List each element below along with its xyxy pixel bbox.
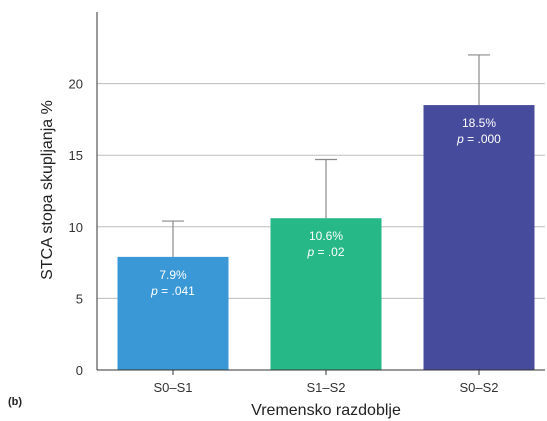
bar	[423, 105, 535, 370]
bars	[117, 105, 535, 370]
bar-p-value-label: p = .041	[150, 284, 195, 298]
x-tick-label: S0–S2	[459, 380, 498, 395]
y-axis-title: STCA stopa skupljanja %	[39, 100, 56, 280]
error-bars	[162, 54, 490, 257]
y-tick-label: 0	[76, 363, 83, 378]
bar-value-label: 7.9%	[159, 268, 187, 282]
y-tick-label: 10	[69, 220, 83, 235]
bar-value-label: 18.5%	[462, 116, 496, 130]
bar-p-value-label: p = .000	[456, 132, 501, 146]
panel-label: (b)	[8, 396, 22, 408]
x-tick-label: S0–S1	[153, 380, 192, 395]
bar	[117, 256, 229, 370]
x-tick-label: S1–S2	[306, 380, 345, 395]
bar-value-label: 10.6%	[309, 229, 343, 243]
p-symbol: p	[150, 284, 158, 298]
y-tick-label: 15	[69, 148, 83, 163]
p-value-text: = .041	[158, 284, 195, 298]
y-tick-label: 5	[76, 291, 83, 306]
p-symbol: p	[456, 132, 464, 146]
bar-p-value-label: p = .02	[306, 245, 344, 259]
p-symbol: p	[306, 245, 314, 259]
p-value-text: = .000	[464, 132, 501, 146]
bar	[270, 218, 382, 370]
y-tick-label: 20	[69, 77, 83, 92]
x-axis-title: Vremensko razdoblje	[251, 402, 401, 419]
x-tick-labels: S0–S1 S1–S2 S0–S2	[153, 370, 499, 395]
y-tick-labels: 0 5 10 15 20	[69, 77, 83, 378]
p-value-text: = .02	[314, 245, 345, 259]
